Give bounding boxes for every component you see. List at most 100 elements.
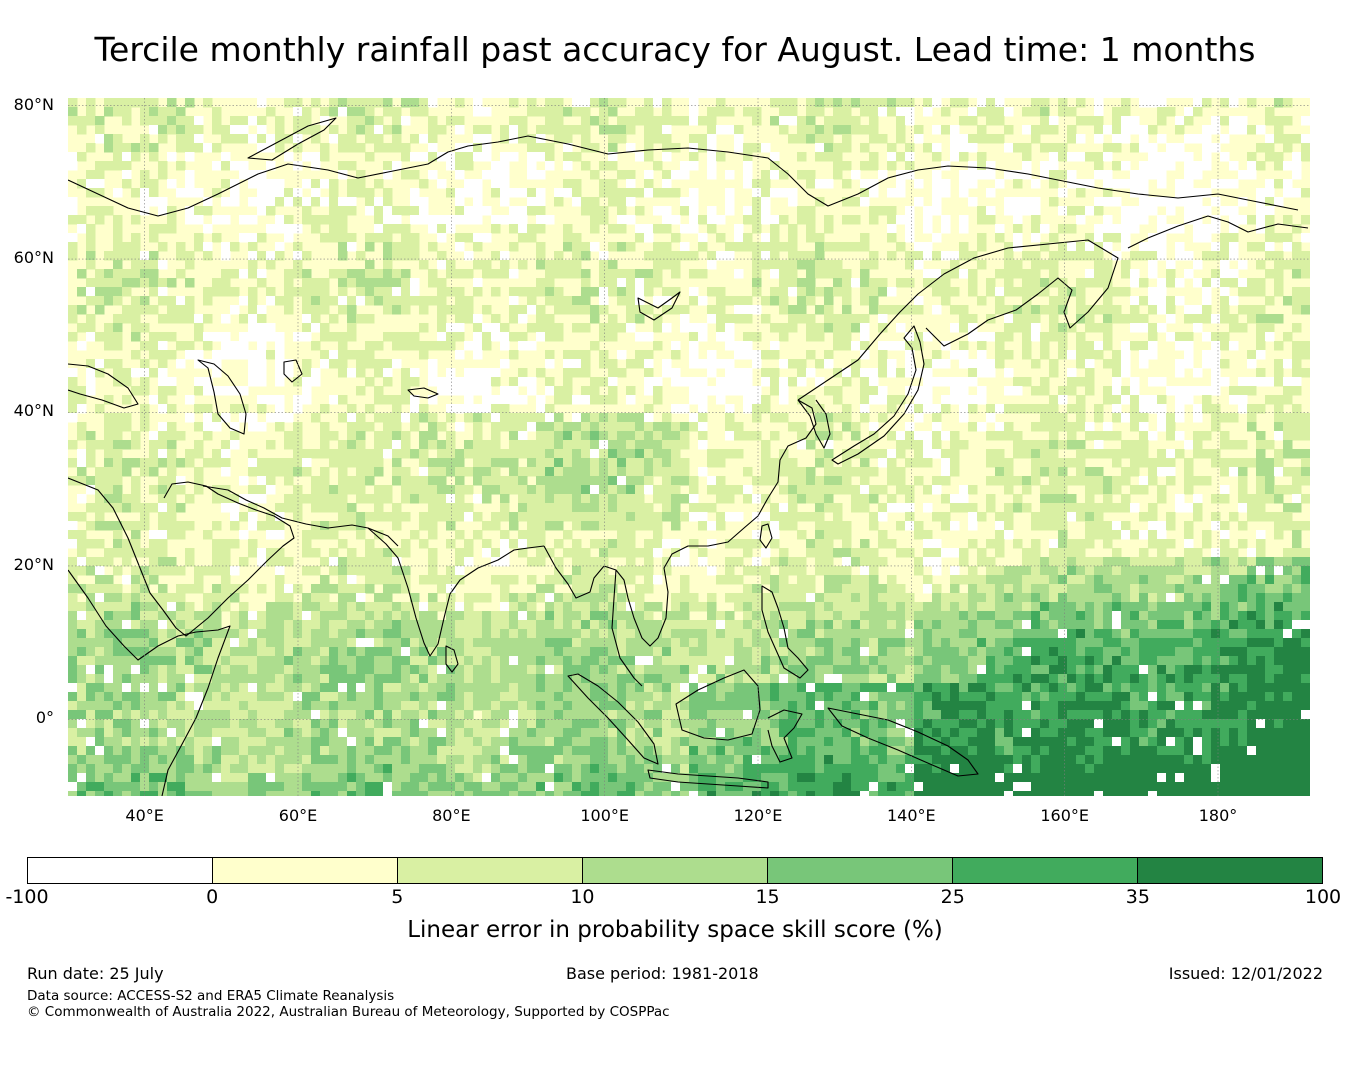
skill-cell: [824, 557, 834, 567]
skill-cell: [590, 611, 600, 621]
skill-cell: [869, 467, 879, 477]
skill-cell: [527, 233, 537, 243]
skill-cell: [392, 215, 402, 225]
skill-cell: [1004, 602, 1014, 612]
skill-cell: [509, 449, 519, 459]
skill-cell: [1085, 116, 1095, 126]
skill-cell: [410, 377, 420, 387]
skill-cell: [185, 611, 195, 621]
skill-cell: [887, 233, 897, 243]
skill-cell: [1058, 602, 1068, 612]
skill-cell: [1094, 485, 1104, 495]
skill-cell: [644, 269, 654, 279]
skill-cell: [563, 188, 573, 198]
skill-cell: [545, 503, 555, 513]
skill-cell: [626, 125, 636, 135]
skill-cell: [302, 548, 312, 558]
skill-cell: [959, 386, 969, 396]
skill-cell: [608, 467, 618, 477]
skill-cell: [266, 197, 276, 207]
skill-cell: [95, 206, 105, 216]
skill-cell: [176, 602, 186, 612]
skill-cell: [131, 539, 141, 549]
skill-cell: [320, 467, 330, 477]
skill-cell: [1184, 179, 1194, 189]
skill-cell: [725, 359, 735, 369]
skill-cell: [77, 494, 87, 504]
skill-cell: [617, 602, 627, 612]
skill-cell: [527, 458, 537, 468]
skill-cell: [1139, 566, 1149, 576]
skill-cell: [527, 557, 537, 567]
skill-cell: [626, 296, 636, 306]
skill-cell: [887, 602, 897, 612]
skill-cell: [500, 386, 510, 396]
skill-cell: [347, 305, 357, 315]
skill-cell: [851, 503, 861, 513]
skill-cell: [1157, 557, 1167, 567]
skill-cell: [1094, 134, 1104, 144]
skill-cell: [149, 188, 159, 198]
skill-cell: [842, 476, 852, 486]
skill-cell: [572, 485, 582, 495]
skill-cell: [221, 161, 231, 171]
skill-cell: [914, 134, 924, 144]
skill-cell: [131, 521, 141, 531]
skill-cell: [698, 422, 708, 432]
skill-cell: [185, 179, 195, 189]
skill-cell: [1067, 476, 1077, 486]
skill-cell: [905, 602, 915, 612]
skill-cell: [302, 386, 312, 396]
skill-cell: [230, 179, 240, 189]
skill-cell: [689, 224, 699, 234]
skill-cell: [1103, 449, 1113, 459]
skill-cell: [590, 395, 600, 405]
skill-cell: [1283, 242, 1293, 252]
skill-cell: [1076, 377, 1086, 387]
skill-cell: [167, 566, 177, 576]
skill-cell: [500, 620, 510, 630]
skill-cell: [1022, 377, 1032, 387]
skill-cell: [896, 242, 906, 252]
skill-cell: [626, 440, 636, 450]
skill-cell: [995, 512, 1005, 522]
skill-cell: [194, 323, 204, 333]
skill-cell: [599, 422, 609, 432]
skill-cell: [1031, 224, 1041, 234]
skill-cell: [1292, 431, 1302, 441]
skill-cell: [788, 476, 798, 486]
skill-cell: [842, 287, 852, 297]
skill-cell: [1058, 548, 1068, 558]
skill-cell: [365, 359, 375, 369]
skill-cell: [248, 179, 258, 189]
skill-cell: [167, 296, 177, 306]
skill-cell: [1193, 170, 1203, 180]
skill-cell: [464, 395, 474, 405]
skill-cell: [1157, 548, 1167, 558]
skill-cell: [1094, 512, 1104, 522]
skill-cell: [599, 521, 609, 531]
skill-cell: [95, 620, 105, 630]
skill-cell: [1202, 314, 1212, 324]
skill-cell: [1301, 188, 1310, 198]
skill-cell: [968, 197, 978, 207]
skill-cell: [1301, 287, 1310, 297]
skill-cell: [698, 413, 708, 423]
skill-cell: [545, 296, 555, 306]
skill-cell: [653, 440, 663, 450]
skill-cell: [860, 107, 870, 117]
skill-cell: [608, 269, 618, 279]
skill-cell: [500, 323, 510, 333]
skill-cell: [986, 404, 996, 414]
skill-cell: [302, 494, 312, 504]
skill-cell: [617, 539, 627, 549]
skill-cell: [977, 134, 987, 144]
skill-cell: [923, 584, 933, 594]
skill-cell: [986, 575, 996, 585]
skill-cell: [923, 278, 933, 288]
skill-cell: [1049, 332, 1059, 342]
skill-cell: [338, 368, 348, 378]
skill-cell: [680, 377, 690, 387]
skill-cell: [239, 386, 249, 396]
skill-cell: [644, 602, 654, 612]
